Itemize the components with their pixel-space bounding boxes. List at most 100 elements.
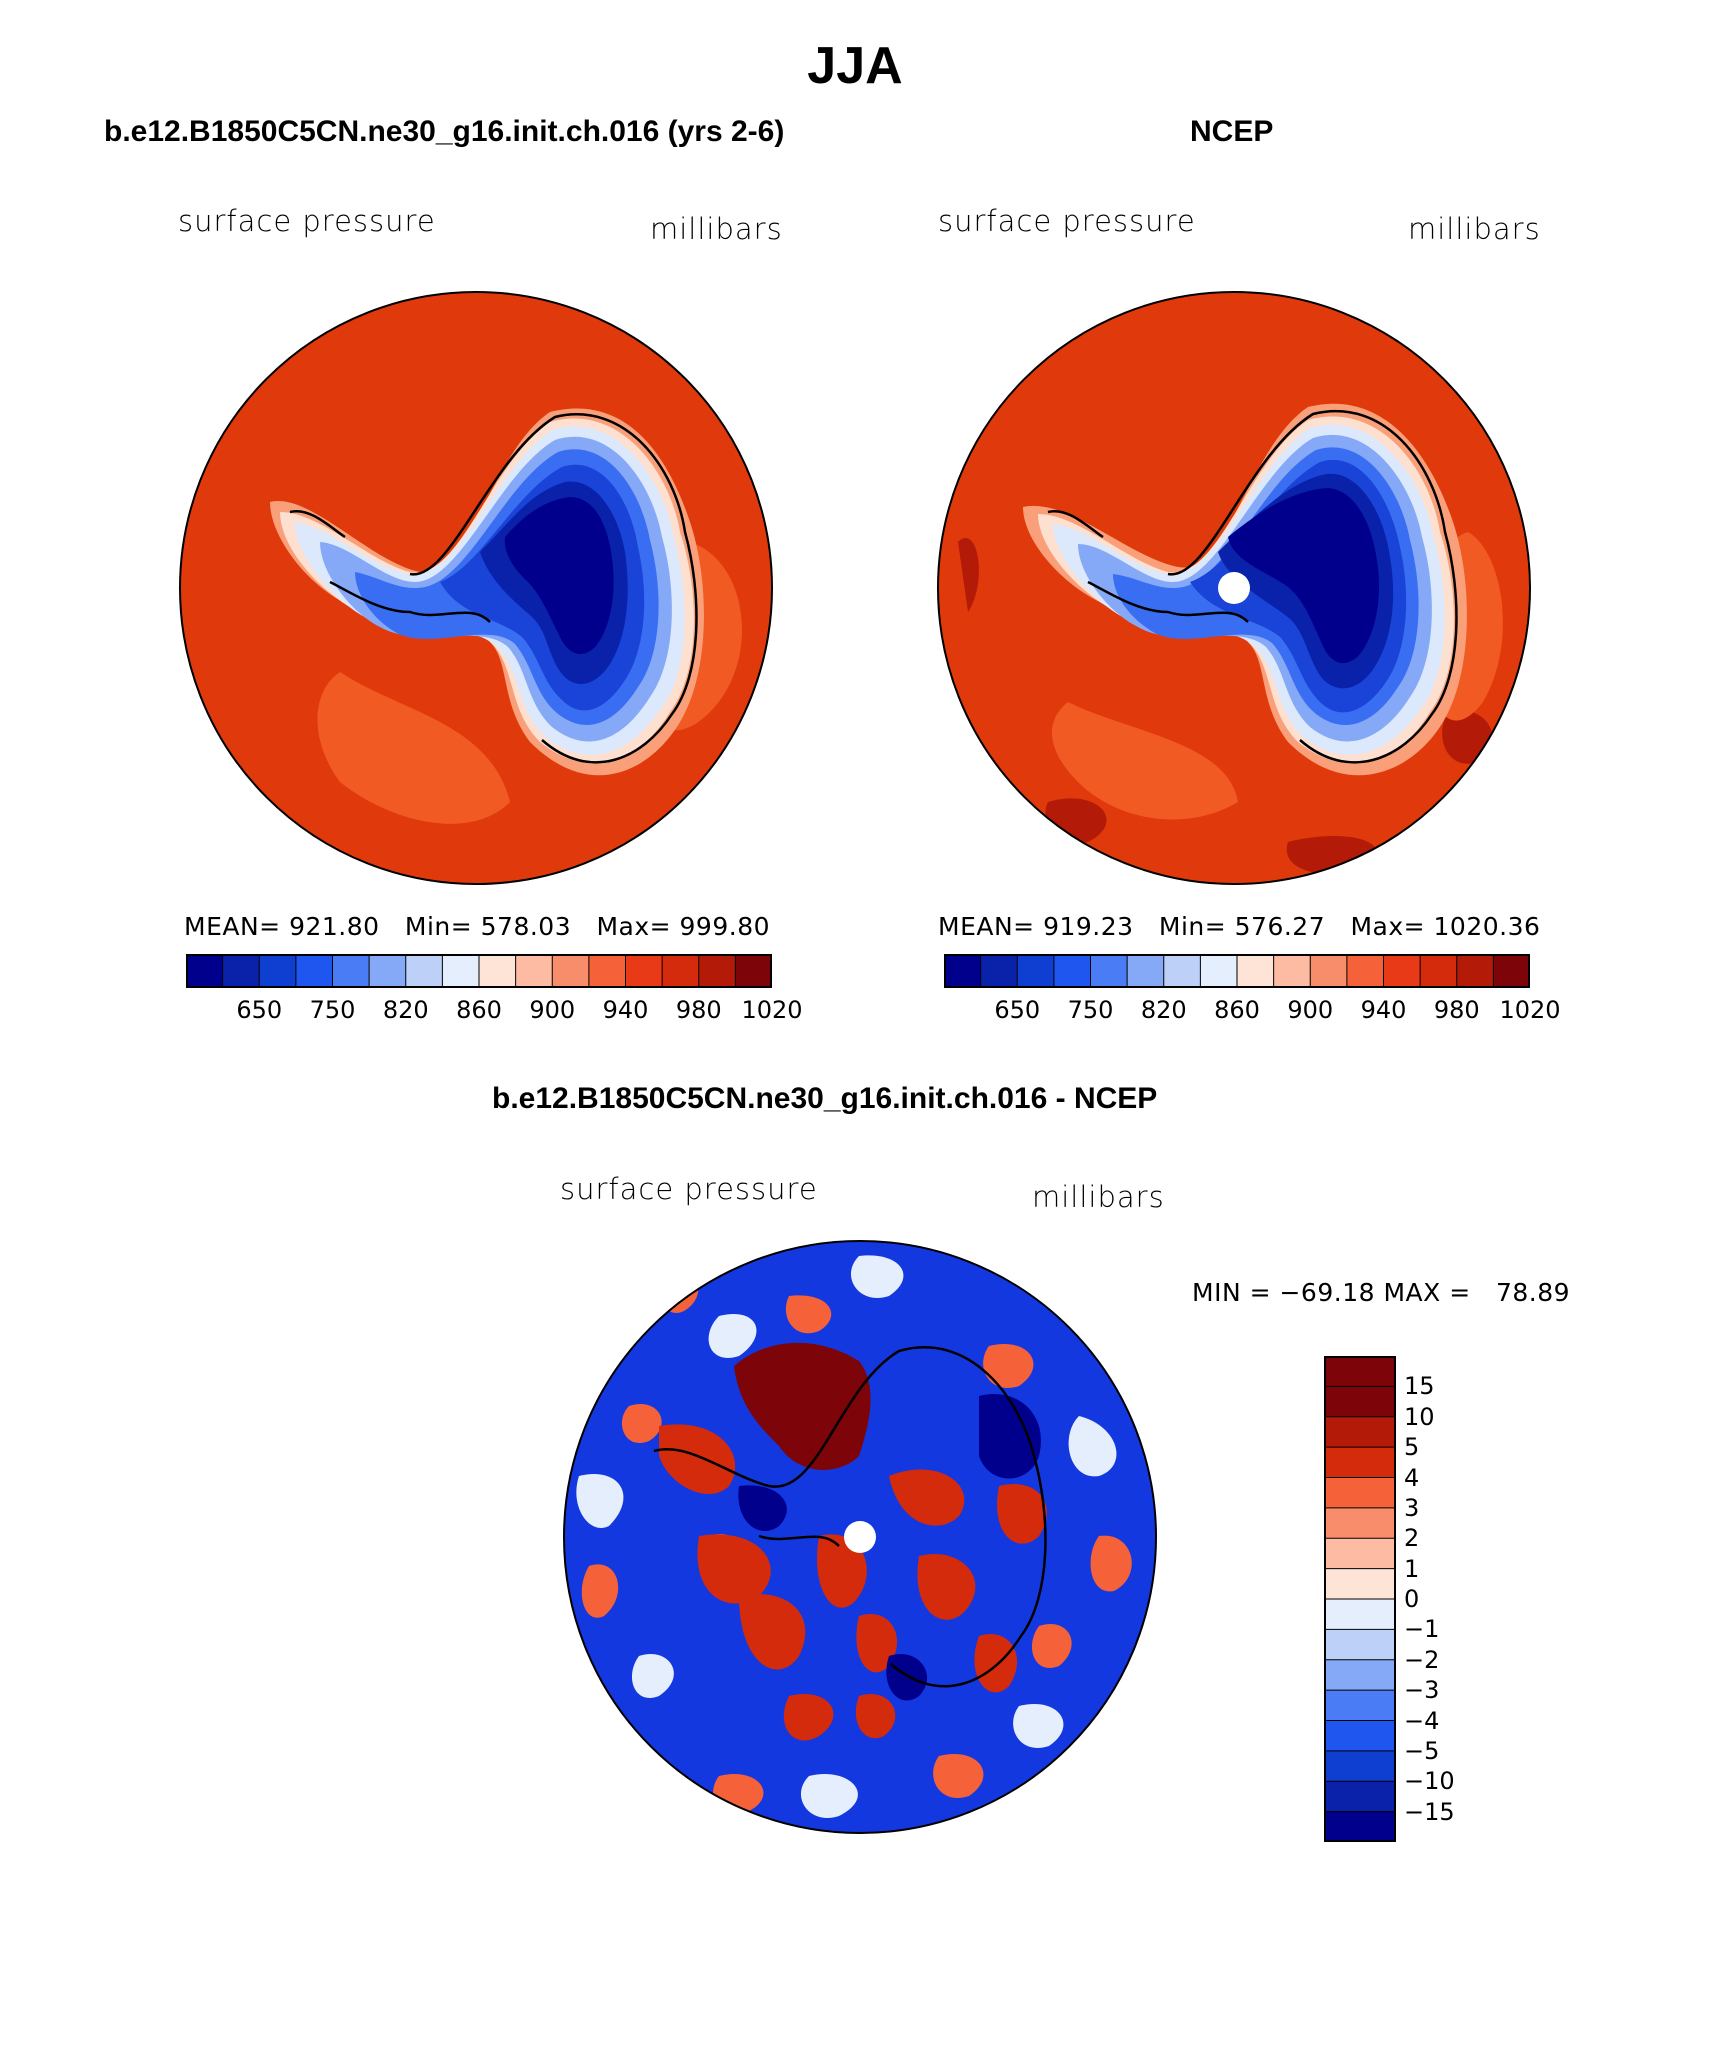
colorbar-swatch: [258, 954, 297, 988]
diff-stats: MIN = −69.18 MAX = 78.89: [1192, 1278, 1571, 1307]
colorbar-swatch: [1053, 954, 1092, 988]
colorbar-swatch: [1324, 1477, 1396, 1509]
colorbar-tick-label: 860: [456, 996, 502, 1024]
colorbar-swatch: [1324, 1507, 1396, 1540]
figure-title: JJA: [807, 37, 903, 95]
colorbar-swatch: [1126, 954, 1165, 988]
diff-units-label: millibars: [1032, 1180, 1165, 1214]
colorbar-swatch: [625, 954, 664, 988]
diff-coastline: [653, 1346, 1047, 1688]
colorbar-swatch: [1346, 954, 1385, 988]
colorbar-tick-label: 1020: [1499, 996, 1561, 1024]
colorbar-tick-label: 750: [309, 996, 356, 1024]
colorbar-tick-label: −10: [1404, 1767, 1455, 1796]
left-units-label: millibars: [650, 212, 783, 246]
colorbar-swatch: [1492, 954, 1530, 988]
colorbar-swatch: [1324, 1416, 1396, 1449]
colorbar-swatch: [478, 954, 517, 988]
right-colorbar-labels: 650 750 820 860 900 940 980 1020: [944, 996, 1560, 1026]
colorbar-swatch: [1324, 1568, 1396, 1601]
colorbar-swatch: [1163, 954, 1202, 988]
left-colorbar-swatches: [186, 954, 772, 988]
diff-panel-title: b.e12.B1850C5CN.ne30_g16.init.ch.016 - N…: [492, 1082, 1158, 1115]
colorbar-swatch: [1309, 954, 1348, 988]
colorbar-tick-label: 900: [1287, 996, 1334, 1024]
left-polar-map: [179, 291, 773, 885]
colorbar-swatch: [368, 954, 407, 988]
left-coastline: [289, 413, 698, 764]
colorbar-swatch: [734, 954, 772, 988]
left-colorbar: [186, 954, 772, 988]
colorbar-swatch: [1324, 1811, 1396, 1842]
colorbar-swatch: [1324, 1628, 1396, 1661]
colorbar-tick-label: 750: [1067, 996, 1114, 1024]
colorbar-swatch: [588, 954, 627, 988]
colorbar-tick-label: 1020: [741, 996, 803, 1024]
colorbar-tick-label: 5: [1404, 1433, 1420, 1462]
colorbar-swatch: [1199, 954, 1239, 988]
right-colorbar-swatches: [944, 954, 1530, 988]
colorbar-tick-label: 0: [1404, 1585, 1420, 1613]
colorbar-tick-label: 4: [1404, 1463, 1420, 1492]
right-polar-map: [937, 291, 1531, 885]
colorbar-tick-label: 2: [1404, 1524, 1420, 1553]
colorbar-swatch: [1383, 954, 1422, 988]
left-stats: MEAN= 921.80 Min= 578.03 Max= 999.80: [184, 912, 771, 941]
colorbar-tick-label: −4: [1404, 1706, 1440, 1735]
colorbar-swatch: [1324, 1446, 1396, 1479]
colorbar-swatch: [661, 954, 700, 988]
right-coastline: [1047, 409, 1458, 764]
colorbar-swatch: [405, 954, 444, 988]
right-panel-title: NCEP: [1190, 115, 1274, 148]
colorbar-tick-label: 860: [1214, 996, 1260, 1024]
colorbar-tick-label: 980: [675, 996, 722, 1024]
colorbar-tick-label: 650: [236, 996, 283, 1024]
colorbar-swatch: [1324, 1750, 1396, 1783]
colorbar-tick-label: −15: [1404, 1797, 1455, 1826]
colorbar-swatch: [1324, 1537, 1396, 1570]
colorbar-swatch: [1324, 1385, 1396, 1418]
right-colorbar: [944, 954, 1530, 988]
colorbar-swatch: [551, 954, 590, 988]
colorbar-swatch: [1456, 954, 1495, 988]
colorbar-tick-label: 650: [994, 996, 1041, 1024]
colorbar-swatch: [1324, 1659, 1396, 1692]
colorbar-swatch: [944, 954, 982, 988]
colorbar-swatch: [698, 954, 737, 988]
right-stats: MEAN= 919.23 Min= 576.27 Max= 1020.36: [938, 912, 1541, 941]
colorbar-tick-label: 940: [1360, 996, 1407, 1024]
colorbar-swatch: [1324, 1689, 1396, 1722]
right-units-label: millibars: [1408, 212, 1541, 246]
colorbar-tick-label: 980: [1433, 996, 1480, 1024]
colorbar-swatch: [332, 954, 371, 988]
diff-variable-label: surface pressure: [560, 1172, 818, 1206]
colorbar-swatch: [295, 954, 334, 988]
colorbar-tick-label: 1: [1404, 1554, 1420, 1583]
colorbar-tick-label: −3: [1404, 1676, 1440, 1705]
colorbar-tick-label: −2: [1404, 1645, 1440, 1674]
colorbar-tick-label: 3: [1404, 1493, 1420, 1522]
colorbar-tick-label: −5: [1404, 1736, 1440, 1765]
colorbar-swatch: [1016, 954, 1055, 988]
diff-colorbar-swatches: [1324, 1356, 1396, 1842]
colorbar-swatch: [1236, 954, 1275, 988]
colorbar-tick-label: −1: [1404, 1615, 1440, 1644]
colorbar-swatch: [1324, 1720, 1396, 1752]
colorbar-swatch: [515, 954, 554, 988]
colorbar-swatch: [1324, 1780, 1396, 1813]
colorbar-tick-label: 820: [1140, 996, 1187, 1024]
diff-positive-core: [734, 1342, 871, 1470]
colorbar-tick-label: 820: [382, 996, 429, 1024]
diff-colorbar: [1324, 1356, 1396, 1842]
colorbar-swatch: [980, 954, 1019, 988]
colorbar-tick-label: 15: [1404, 1372, 1435, 1401]
left-colorbar-labels: 650 750 820 860 900 940 980 1020: [186, 996, 802, 1026]
left-panel-title: b.e12.B1850C5CN.ne30_g16.init.ch.016 (yr…: [104, 115, 785, 148]
diff-pole-mask: [844, 1521, 876, 1553]
right-pole-mask: [1218, 572, 1250, 604]
colorbar-tick-label: 900: [529, 996, 576, 1024]
colorbar-swatch: [1273, 954, 1312, 988]
colorbar-swatch: [186, 954, 224, 988]
diff-colorbar-labels: 15 10 5 4 3 2 1 0 −1 −2 −3 −4 −5 −10 −15: [1404, 1356, 1504, 1842]
right-variable-label: surface pressure: [938, 204, 1196, 238]
